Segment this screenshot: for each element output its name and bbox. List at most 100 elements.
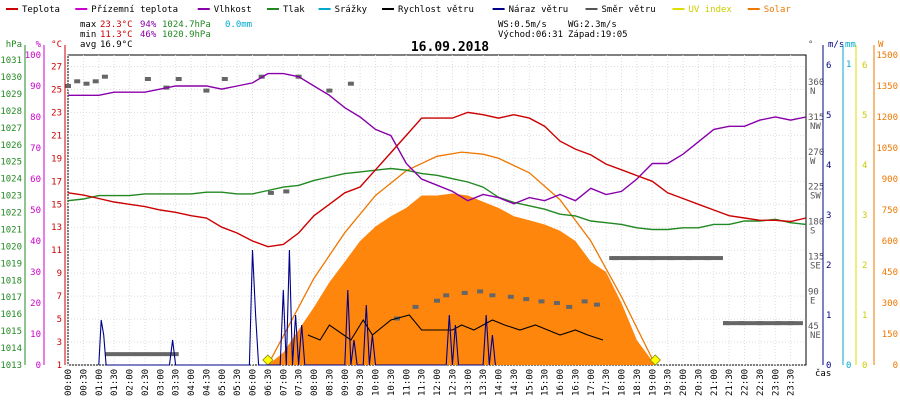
wind-dir-point xyxy=(523,297,530,302)
x-axis-tick: 18:30 xyxy=(633,369,643,396)
dir-axis-card: S xyxy=(810,227,815,237)
wind-dir-point xyxy=(538,299,545,304)
wind-dir-point xyxy=(203,88,210,93)
x-axis-tick: 08:00 xyxy=(310,369,320,396)
hpa-axis-tick: 1021 xyxy=(0,225,22,235)
temp-axis-unit: °C xyxy=(51,40,62,50)
wind-dir-point xyxy=(489,293,496,298)
percent-axis-tick: 100 xyxy=(25,51,41,61)
x-axis-tick: 22:30 xyxy=(756,369,766,396)
dir-axis-card: E xyxy=(810,296,815,306)
temp-axis-tick: 9 xyxy=(57,269,62,279)
hpa-axis-tick: 1019 xyxy=(0,259,22,269)
wind-dir-point xyxy=(566,304,573,309)
hpa-axis-tick: 1023 xyxy=(0,192,22,202)
hpa-axis-tick: 1030 xyxy=(0,73,22,83)
uv-axis-tick: 6 xyxy=(862,61,867,71)
ms-axis-tick: 5 xyxy=(826,111,831,121)
wind-dir-point xyxy=(283,189,290,194)
x-axis-tick: 06:30 xyxy=(264,369,274,396)
wind-dir-run xyxy=(104,352,179,357)
wind-dir-point xyxy=(461,290,468,295)
wind-dir-point xyxy=(221,77,228,81)
w-axis-tick: 750 xyxy=(882,206,898,216)
x-axis-tick: 02:00 xyxy=(126,369,136,396)
x-axis-tick: 03:00 xyxy=(156,369,166,396)
x-axis-tick: 23:30 xyxy=(787,369,797,396)
stat-avg-temp: 16.9°C xyxy=(100,40,133,50)
temp-axis-tick: 13 xyxy=(51,223,62,233)
dir-axis-tick: 45 xyxy=(808,322,819,332)
temp-axis-tick: 19 xyxy=(51,154,62,164)
hpa-axis-tick: 1017 xyxy=(0,293,22,303)
x-axis-tick: 11:30 xyxy=(418,369,428,396)
wind-dir-point xyxy=(412,304,419,309)
hpa-axis-tick: 1015 xyxy=(0,327,22,337)
dir-axis-card: N xyxy=(810,87,815,97)
x-axis-tick: 17:30 xyxy=(602,369,612,396)
hpa-axis-tick: 1013 xyxy=(0,361,22,371)
temp-axis-tick: 23 xyxy=(51,108,62,118)
stat-sunrise: Východ:06:31 xyxy=(498,30,563,40)
solar-theoretical-line xyxy=(267,151,656,366)
x-axis-tick: 04:00 xyxy=(187,369,197,396)
w-axis-tick: 1200 xyxy=(876,113,898,123)
hpa-axis-tick: 1027 xyxy=(0,124,22,134)
wind-dir-point xyxy=(507,294,514,299)
hpa-axis-tick: 1031 xyxy=(0,56,22,66)
x-axis-tick: 23:00 xyxy=(771,369,781,396)
dir-axis-card: W xyxy=(810,157,816,167)
stat-max-temp: 23.3°C xyxy=(100,20,133,30)
wind-dir-run xyxy=(609,256,723,261)
x-axis-tick: 12:30 xyxy=(448,369,458,396)
percent-axis-tick: 60 xyxy=(30,175,41,185)
temp-axis-tick: 17 xyxy=(51,177,62,187)
legend-label: Tlak xyxy=(283,5,305,15)
hpa-axis-tick: 1020 xyxy=(0,242,22,252)
x-axis-tick: 22:00 xyxy=(741,369,751,396)
w-axis-tick: 450 xyxy=(882,268,898,278)
pressure-line xyxy=(67,167,807,231)
w-axis-tick: 900 xyxy=(882,175,898,185)
temp-axis-tick: 11 xyxy=(51,246,62,256)
x-axis-tick: 14:30 xyxy=(510,369,520,396)
uv-axis-tick: 1 xyxy=(862,311,867,321)
dir-axis-card: NE xyxy=(810,331,821,341)
ms-axis-tick: 2 xyxy=(826,261,831,271)
uv-axis-tick: 0 xyxy=(862,361,867,371)
wind-dir-run xyxy=(722,321,803,326)
x-axis-tick: 21:30 xyxy=(725,369,735,396)
dir-axis-unit: ° xyxy=(808,40,813,50)
wind-dir-point xyxy=(65,84,71,88)
wind-dir-point xyxy=(443,293,450,298)
dir-axis-tick: 180 xyxy=(808,218,824,228)
wind-dir-point xyxy=(553,301,560,305)
w-axis-tick: 1350 xyxy=(876,82,898,92)
hpa-axis-tick: 1026 xyxy=(0,141,22,151)
legend-label: Rychlost větru xyxy=(398,5,474,15)
x-axis-tick: 13:00 xyxy=(464,369,474,396)
x-axis-tick: 20:00 xyxy=(679,369,689,396)
x-axis-tick: 02:30 xyxy=(141,369,151,396)
x-axis-tick: 08:30 xyxy=(325,369,335,396)
wind-dir-point xyxy=(581,299,588,304)
percent-axis-tick: 20 xyxy=(30,299,41,309)
chart-title: 16.09.2018 xyxy=(411,40,489,55)
x-axis-tick: 09:00 xyxy=(341,369,351,396)
x-axis-tick: 00:30 xyxy=(79,369,89,396)
dir-axis-tick: 360 xyxy=(808,78,824,88)
temp-axis-tick: 27 xyxy=(51,62,62,72)
temp-axis-tick: 25 xyxy=(51,85,62,95)
hpa-axis-unit: hPa xyxy=(6,40,22,50)
temp-axis-tick: 3 xyxy=(57,338,62,348)
x-axis-tick: 05:30 xyxy=(233,369,243,396)
x-axis-tick: 19:30 xyxy=(664,369,674,396)
x-axis-tick: 00:00 xyxy=(64,369,74,396)
legend-label: Vlhkost xyxy=(214,5,252,15)
x-axis-tick: 05:00 xyxy=(218,369,228,396)
legend-label: Náraz větru xyxy=(509,5,569,15)
hpa-axis-tick: 1029 xyxy=(0,90,22,100)
legend-label: UV index xyxy=(689,5,733,15)
percent-axis-tick: 90 xyxy=(30,82,41,92)
